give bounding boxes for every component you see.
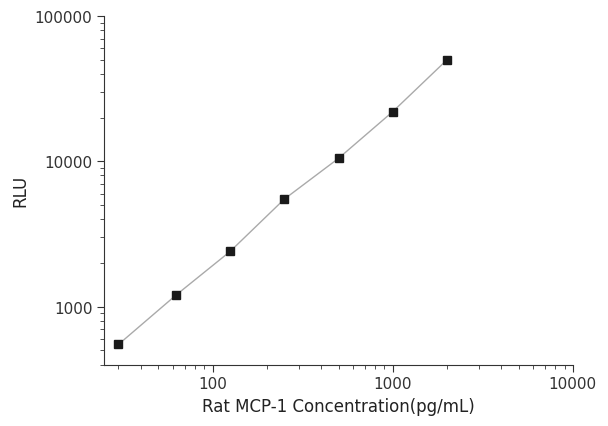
X-axis label: Rat MCP-1 Concentration(pg/mL): Rat MCP-1 Concentration(pg/mL) [202,397,475,415]
Y-axis label: RLU: RLU [11,175,29,207]
